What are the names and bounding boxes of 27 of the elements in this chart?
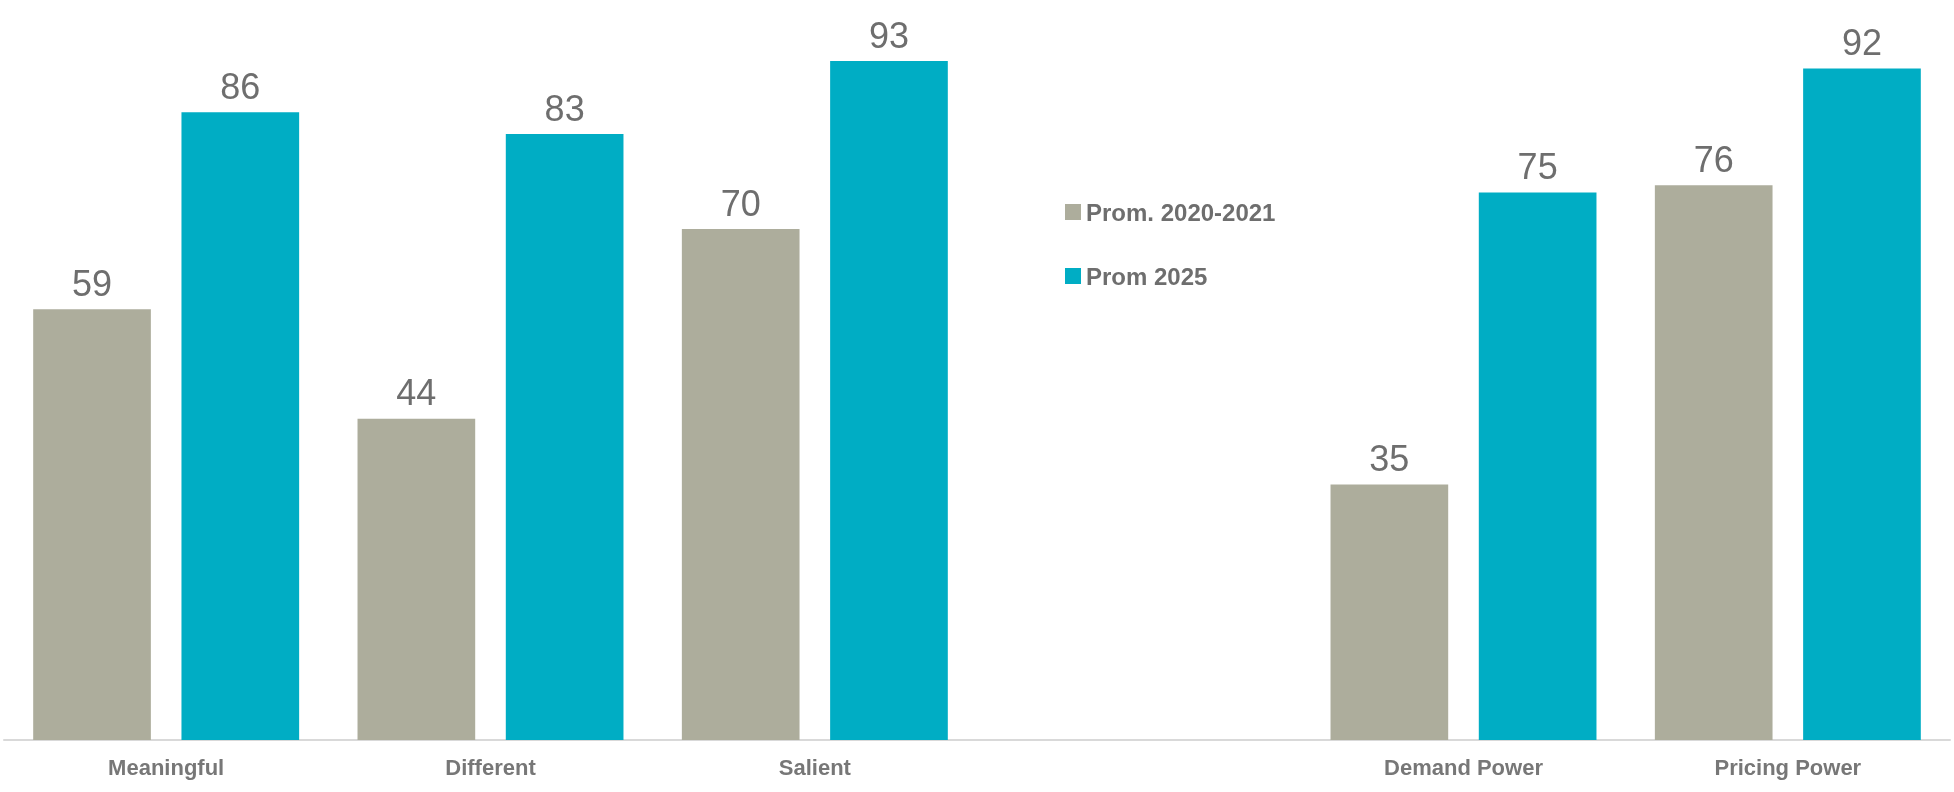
data-label: 83 xyxy=(544,87,585,129)
data-label: 59 xyxy=(72,262,113,304)
data-label: 76 xyxy=(1693,138,1734,180)
data-label: 70 xyxy=(720,182,761,224)
x-tick-label: Salient xyxy=(778,754,852,780)
data-label: 35 xyxy=(1369,438,1410,479)
bar xyxy=(33,309,151,740)
bar xyxy=(505,134,624,740)
bar xyxy=(1803,68,1921,740)
data-label: 75 xyxy=(1517,146,1558,187)
legend-label: Prom 2025 xyxy=(1086,262,1208,290)
bar xyxy=(681,229,800,740)
x-tick-label: Demand Power xyxy=(1384,754,1544,780)
bar xyxy=(1654,185,1773,740)
bar xyxy=(357,418,476,740)
data-label: 86 xyxy=(220,65,261,107)
data-label: 93 xyxy=(868,14,909,56)
x-tick-label: Meaningful xyxy=(108,754,225,780)
bar xyxy=(1478,192,1597,740)
bar xyxy=(1330,484,1449,740)
data-label: 92 xyxy=(1841,21,1882,63)
bar xyxy=(830,61,948,740)
x-tick-label: Different xyxy=(445,754,537,780)
bar xyxy=(181,112,300,740)
data-label: 44 xyxy=(396,372,437,414)
legend-label: Prom. 2020-2021 xyxy=(1086,198,1276,226)
x-tick-label: Pricing Power xyxy=(1714,754,1862,780)
